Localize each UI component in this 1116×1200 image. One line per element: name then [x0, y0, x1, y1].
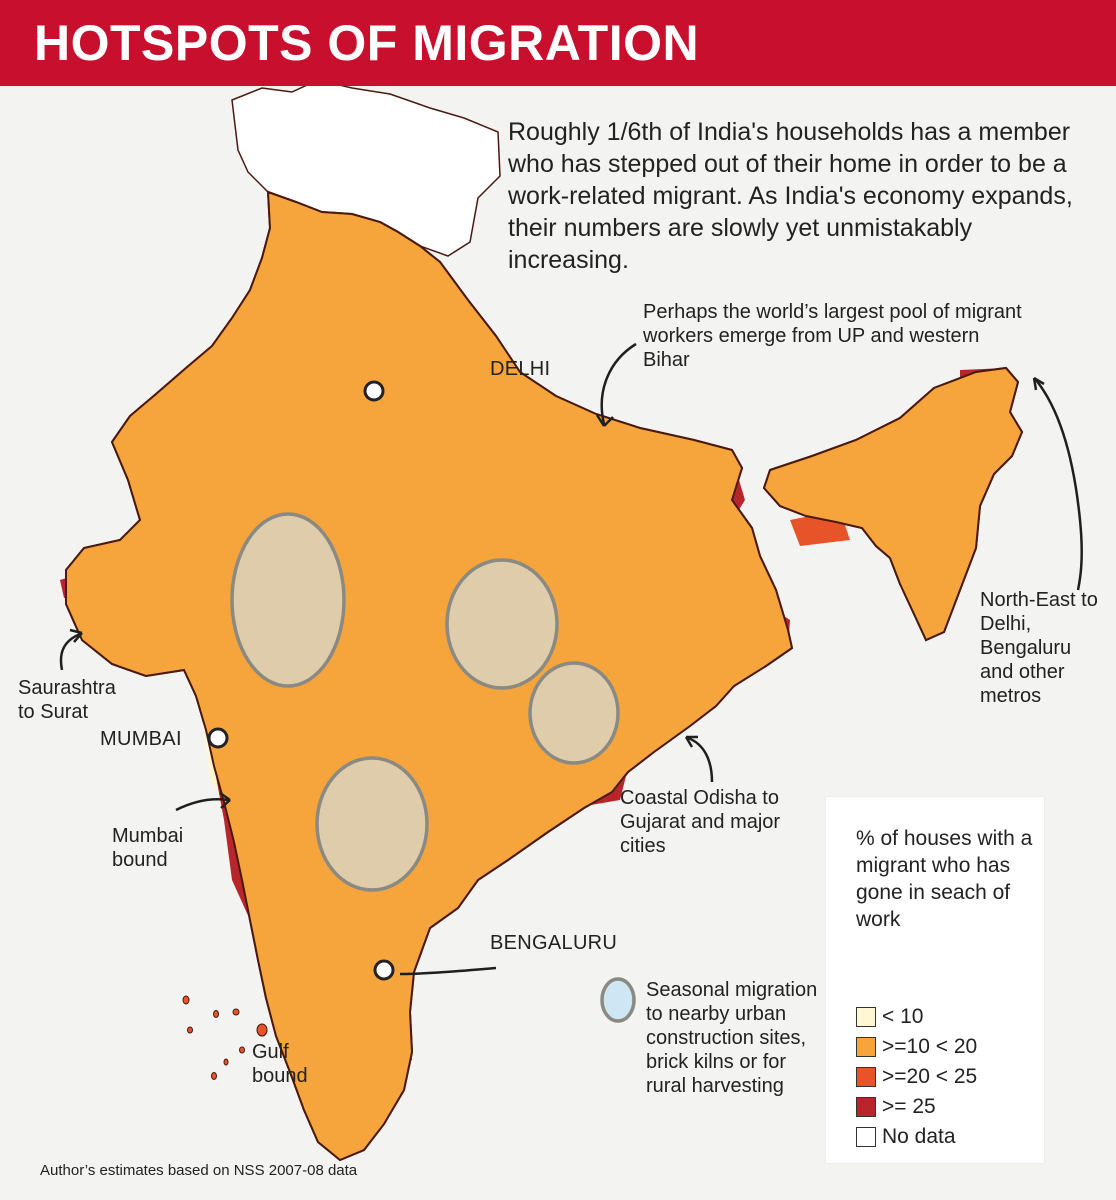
mumbai-bound-annotation: Mumbai bound — [112, 825, 184, 871]
odisha-annotation: Coastal Odisha to Gujarat and major citi… — [620, 787, 781, 857]
bengaluru-label: BENGALURU — [490, 932, 618, 954]
legend-label-lt10: < 10 — [882, 1005, 924, 1028]
delhi-marker — [363, 380, 385, 402]
legend-swatch-lt10 — [856, 1007, 876, 1027]
legend-swatch-20-25 — [856, 1067, 876, 1087]
legend-row-lt10: < 10 — [856, 1005, 923, 1029]
saurashtra-annotation: Saurashtra to Surat — [18, 677, 116, 723]
lakshadweep-islands — [182, 995, 268, 1080]
legend-panel: % of houses with a migrant who has gone … — [826, 797, 1044, 1163]
seasonal-annotation: Seasonal migration to nearby urban const… — [646, 979, 818, 1097]
legend-label-10-20: >=10 < 20 — [882, 1035, 978, 1058]
mumbai-marker — [207, 727, 229, 749]
legend-row-10-20: >=10 < 20 — [856, 1035, 977, 1059]
mumbai-label: MUMBAI — [100, 728, 182, 750]
intro-text: Roughly 1/6th of India's households has … — [508, 118, 1073, 274]
bengaluru-marker — [373, 959, 395, 981]
delhi-label: DELHI — [490, 358, 551, 380]
legend-swatch-10-20 — [856, 1037, 876, 1057]
legend-row-gte25: >= 25 — [856, 1095, 936, 1119]
up-bihar-annotation: Perhaps the world’s largest pool of migr… — [643, 301, 1022, 371]
title-banner — [0, 0, 1116, 86]
legend-label-20-25: >=20 < 25 — [882, 1065, 978, 1088]
page-title: HOTSPOTS OF MIGRATION — [34, 15, 700, 71]
seasonal-migration-zones — [230, 512, 620, 892]
north-east-annotation: North-East to Delhi, Bengaluru and other… — [980, 589, 1098, 707]
annotation-arrows — [59, 342, 1083, 976]
legend-row-no-data: No data — [856, 1125, 956, 1149]
legend-swatch-gte25 — [856, 1097, 876, 1117]
legend-row-20-25: >=20 < 25 — [856, 1065, 977, 1089]
legend-title: % of houses with a migrant who has gone … — [856, 827, 1033, 931]
india-map — [59, 86, 1083, 1162]
source-note: Author’s estimates based on NSS 2007-08 … — [40, 1162, 358, 1179]
legend-label-no-data: No data — [882, 1125, 956, 1148]
gulf-annotation: Gulf bound — [252, 1041, 308, 1087]
legend-swatch-no-data — [856, 1127, 876, 1147]
legend-label-gte25: >= 25 — [882, 1095, 936, 1118]
seasonal-legend-swatch — [600, 977, 636, 1023]
